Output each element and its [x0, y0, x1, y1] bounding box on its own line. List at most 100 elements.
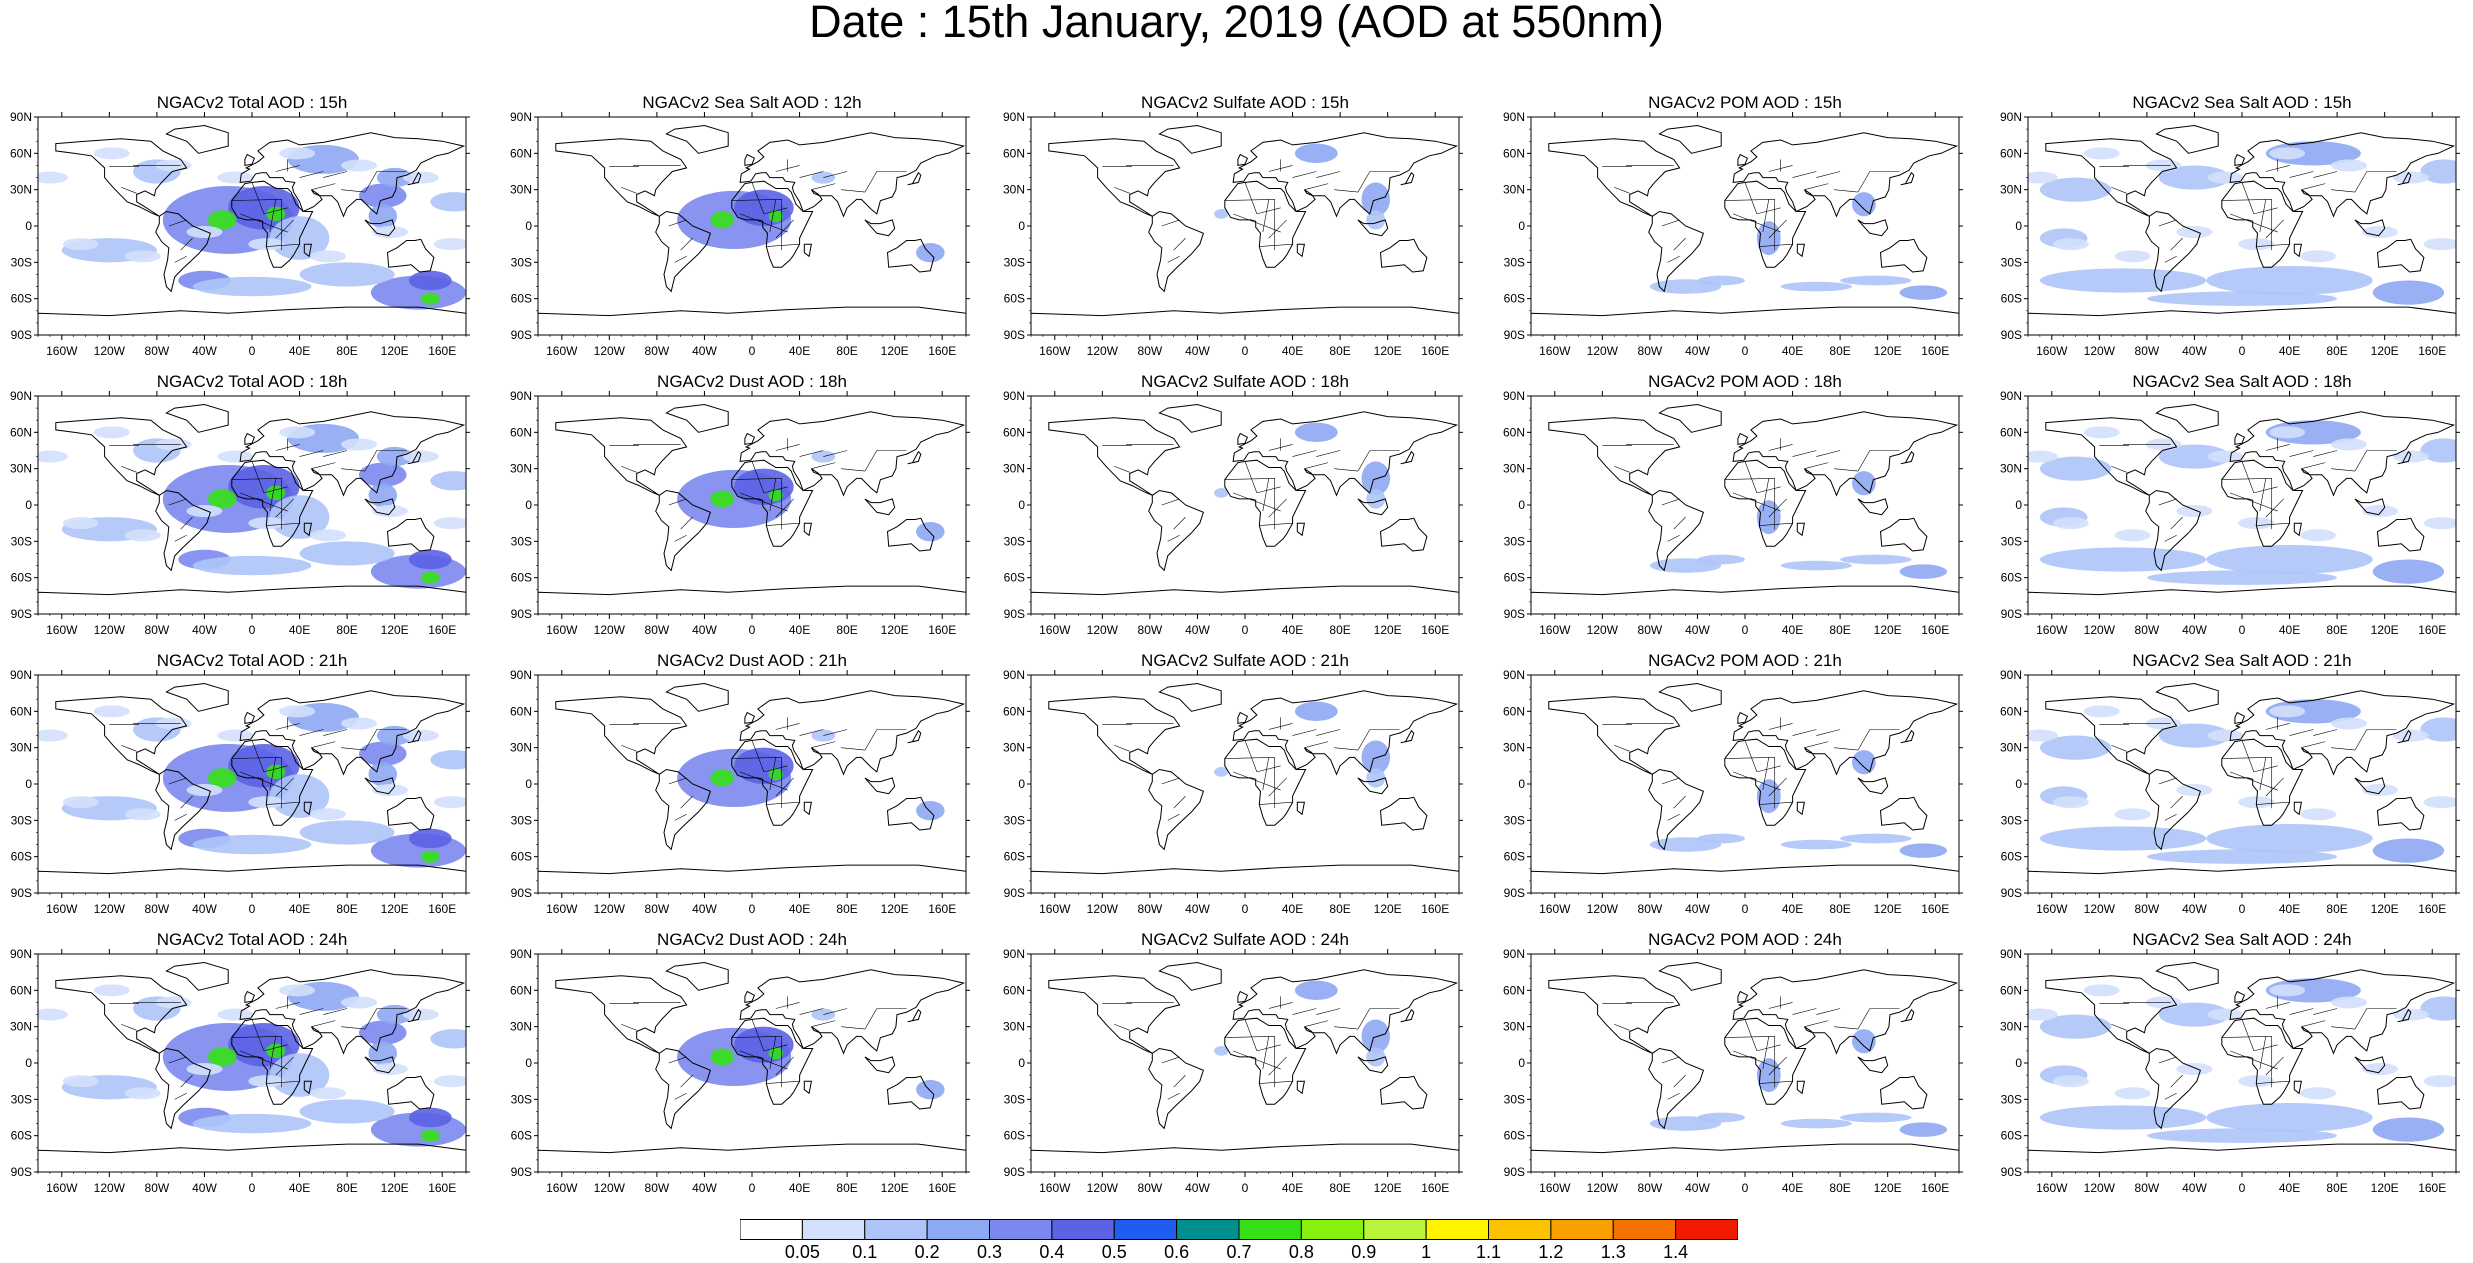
- aod-field: [1294, 422, 1338, 443]
- coastline: [239, 690, 466, 776]
- aod-field: [1697, 275, 1745, 286]
- lat-tick-label: 0: [1018, 1056, 1025, 1070]
- lon-tick-label: 120W: [1587, 1181, 1619, 1195]
- coastline: [886, 238, 935, 273]
- lat-tick-label: 90N: [10, 389, 32, 403]
- coastline: [731, 459, 814, 547]
- coastline: [2155, 403, 2219, 433]
- lat-tick-label: 60N: [10, 704, 32, 718]
- aod-field: [2158, 165, 2231, 190]
- coastline: [803, 243, 813, 258]
- coastline: [2234, 153, 2246, 166]
- lon-tick-label: 120W: [594, 623, 626, 637]
- lon-tick-label: 40W: [192, 902, 217, 916]
- lat-tick-label: 30N: [2000, 462, 2022, 476]
- lon-tick-label: 160E: [2418, 344, 2446, 358]
- lon-tick-label: 160W: [46, 1181, 78, 1195]
- aod-field: [1294, 701, 1338, 722]
- lat-tick-label: 30S: [1004, 534, 1025, 548]
- lon-tick-label: 40E: [789, 1181, 810, 1195]
- aod-field: [1840, 275, 1912, 286]
- lon-tick-label: 40E: [289, 623, 310, 637]
- coastline: [1148, 768, 1205, 851]
- lat-tick-label: 90N: [1003, 389, 1025, 403]
- coastline: [1879, 238, 1928, 273]
- lon-tick-label: 120E: [381, 623, 409, 637]
- map-panel: NGACv2 Dust AOD : 21h 90N 60N 30N 0 30S 60S 90S…: [500, 558, 1000, 916]
- lat-tick-label: 90S: [11, 886, 32, 900]
- lon-tick-label: 160E: [1921, 1181, 1949, 1195]
- lon-tick-label: 120E: [381, 344, 409, 358]
- aod-field: [192, 276, 312, 297]
- lat-tick-label: 30S: [2001, 534, 2022, 548]
- lat-tick-label: 90N: [510, 668, 532, 682]
- lon-tick-label: 80W: [2135, 623, 2160, 637]
- lon-tick-label: 80E: [1329, 1181, 1350, 1195]
- lon-tick-label: 160E: [1421, 344, 1449, 358]
- panel-title: NGACv2 POM AOD : 18h: [1648, 372, 1842, 391]
- lon-tick-label: 40E: [789, 623, 810, 637]
- coastline: [1031, 585, 1459, 614]
- lat-tick-label: 90N: [2000, 668, 2022, 682]
- lat-tick-label: 30S: [11, 534, 32, 548]
- lon-tick-label: 120W: [2084, 1181, 2116, 1195]
- lon-tick-label: 0: [1242, 344, 1249, 358]
- aod-field: [208, 1047, 237, 1067]
- lon-tick-label: 40E: [2279, 344, 2300, 358]
- map-panel: NGACv2 Total AOD : 24h 90N 60N 30N 0 30S 60S 90…: [0, 837, 500, 1195]
- aod-field: [1852, 1029, 1876, 1054]
- colorbar-swatch: [1051, 1219, 1115, 1240]
- world-map: 90N 60N 30N 0 30S 60S 90S 160W 120W 80W 40W 0 40E 80E…: [1503, 110, 1963, 358]
- coastline: [2229, 690, 2456, 776]
- aod-field: [2420, 159, 2456, 184]
- lat-tick-label: 90S: [1504, 328, 1525, 342]
- lat-tick-label: 0: [2015, 219, 2022, 233]
- coastline: [1857, 1056, 1889, 1074]
- lon-tick-label: 40W: [2182, 623, 2207, 637]
- lat-tick-label: 30N: [510, 462, 532, 476]
- coastline: [2155, 961, 2219, 991]
- coastline: [1031, 1143, 1459, 1172]
- coastline: [2376, 796, 2425, 831]
- lon-tick-label: 160E: [1921, 623, 1949, 637]
- lon-tick-label: 120E: [381, 902, 409, 916]
- coastline: [1900, 729, 1915, 744]
- world-map: 90N 60N 30N 0 30S 60S 90S 160W 120W 80W 40W 0 40E 80E…: [1503, 947, 1963, 1195]
- aod-field: [2039, 826, 2207, 851]
- coastline: [1296, 1080, 1306, 1095]
- lat-tick-label: 60N: [1003, 146, 1025, 160]
- lat-tick-label: 90N: [10, 110, 32, 124]
- aod-field: [420, 292, 440, 305]
- lon-tick-label: 40W: [2182, 344, 2207, 358]
- lon-tick-label: 0: [1742, 623, 1749, 637]
- lat-tick-label: 30S: [1504, 534, 1525, 548]
- world-map: 90N 60N 30N 0 30S 60S 90S 160W 120W 80W 40W 0 40E 80E…: [10, 668, 470, 916]
- coastline: [1531, 1143, 1959, 1172]
- lat-tick-label: 0: [25, 777, 32, 791]
- panel-title: NGACv2 Dust AOD : 21h: [657, 651, 847, 670]
- lon-tick-label: 120E: [1874, 902, 1902, 916]
- aod-field: [2146, 570, 2338, 585]
- lon-tick-label: 40E: [2279, 1181, 2300, 1195]
- aod-field: [376, 446, 413, 467]
- coastline: [407, 1008, 422, 1023]
- coastline: [1158, 403, 1222, 433]
- coastline: [2045, 696, 2178, 775]
- lon-tick-label: 160E: [2418, 623, 2446, 637]
- coastline: [1737, 153, 1749, 166]
- coastline: [303, 522, 313, 537]
- lon-tick-label: 40W: [1185, 623, 1210, 637]
- lat-tick-label: 90S: [1004, 607, 1025, 621]
- coastline: [665, 403, 729, 433]
- coastline: [538, 864, 966, 893]
- panel-title: NGACv2 Dust AOD : 18h: [657, 372, 847, 391]
- world-map: 90N 60N 30N 0 30S 60S 90S 160W 120W 80W 40W 0 40E 80E…: [510, 947, 970, 1195]
- aod-field: [710, 1048, 735, 1066]
- coastline: [303, 801, 313, 816]
- coastline: [2221, 459, 2304, 547]
- aod-field: [208, 768, 237, 788]
- colorbar-swatch: [1363, 1219, 1427, 1240]
- colorbar-label: 0.5: [1101, 1242, 1127, 1262]
- lat-tick-label: 60S: [2001, 850, 2022, 864]
- coastline: [1237, 432, 1249, 445]
